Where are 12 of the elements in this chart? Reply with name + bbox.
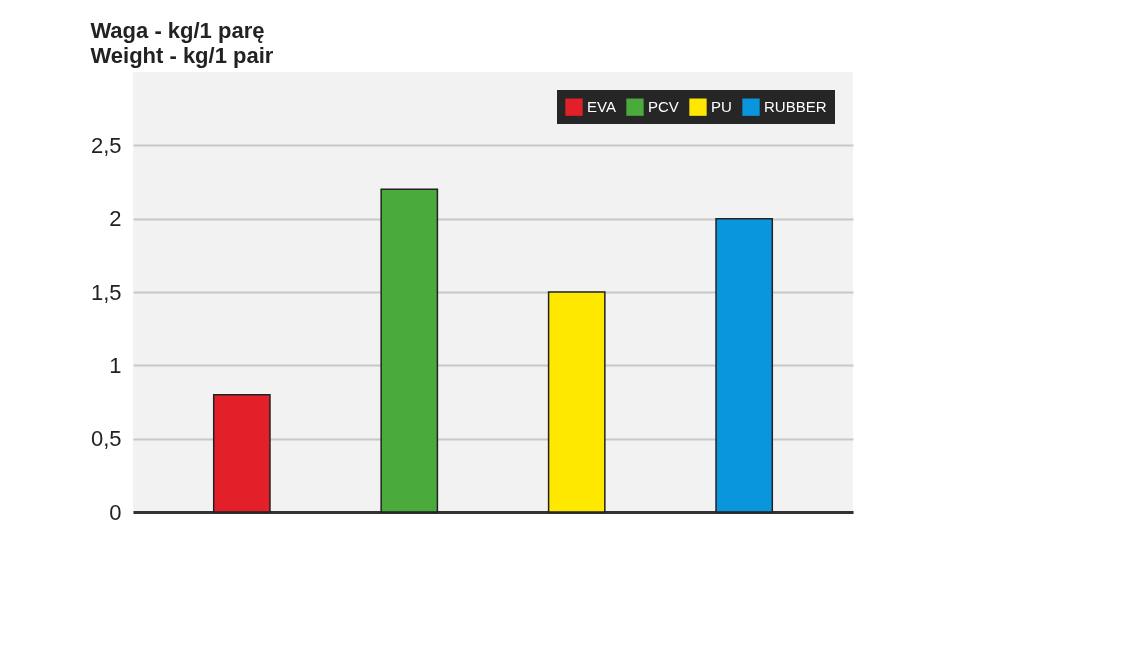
- chart-title: Waga - kg/1 parę: [90, 18, 265, 43]
- legend-label: PCV: [648, 98, 679, 116]
- y-tick-label: 1,5: [90, 279, 122, 305]
- y-tick-label: 2,5: [90, 132, 122, 158]
- legend-label: RUBBER: [764, 98, 827, 116]
- y-tick-label: 1: [109, 352, 122, 378]
- y-tick-label: 0: [109, 499, 122, 525]
- y-tick-label: 2: [109, 206, 122, 232]
- y-tick-label: 0,5: [90, 426, 122, 452]
- legend-label: EVA: [587, 98, 616, 116]
- legend-label: PU: [711, 98, 732, 116]
- chart-subtitle: Weight - kg/1 pair: [90, 43, 274, 68]
